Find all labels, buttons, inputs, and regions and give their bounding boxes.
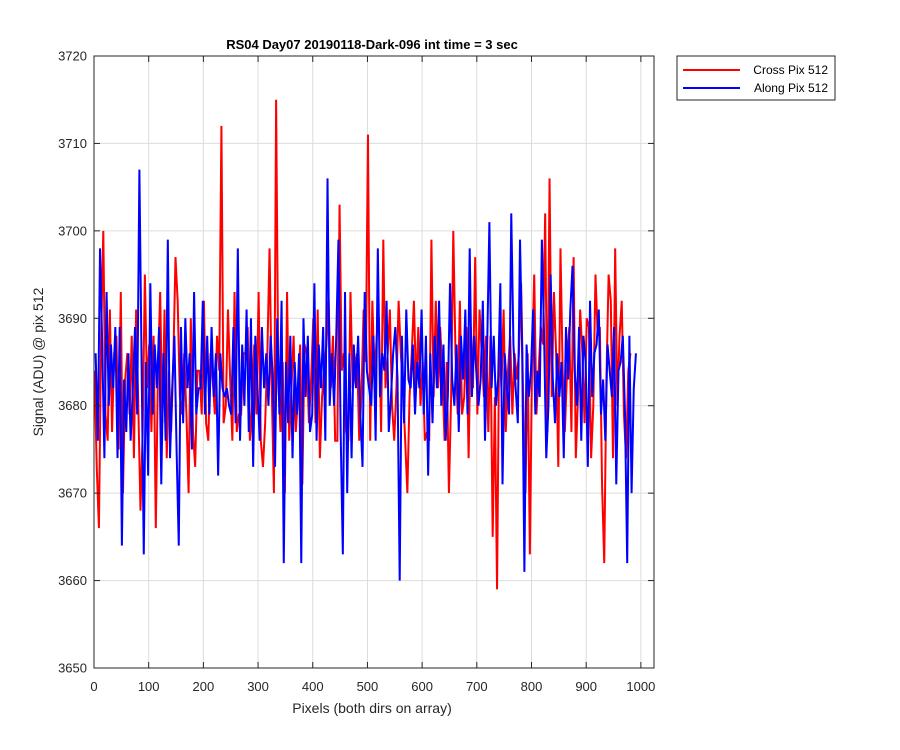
legend-label-cross: Cross Pix 512 bbox=[753, 63, 828, 77]
x-tick-label: 200 bbox=[193, 679, 215, 694]
y-tick-labels: 3650 3660 3670 3680 3690 3700 3710 3720 bbox=[58, 49, 87, 676]
legend: Cross Pix 512 Along Pix 512 bbox=[676, 55, 836, 101]
series-line-along bbox=[94, 169, 637, 581]
x-tick-label: 0 bbox=[90, 679, 97, 694]
y-axis-label: Signal (ADU) @ pix 512 bbox=[30, 287, 46, 436]
x-tick-label: 800 bbox=[521, 679, 543, 694]
x-axis-label: Pixels (both dirs on array) bbox=[292, 700, 452, 716]
y-tick-label: 3670 bbox=[58, 486, 87, 501]
y-tick-label: 3700 bbox=[58, 223, 87, 238]
x-tick-labels: 0 100 200 300 400 500 600 700 800 900 1000 bbox=[90, 679, 655, 694]
x-tick-label: 100 bbox=[138, 679, 160, 694]
x-tick-label: 400 bbox=[302, 679, 324, 694]
axes-box bbox=[93, 55, 655, 669]
y-tick-label: 3650 bbox=[58, 661, 87, 676]
x-tick-label: 700 bbox=[466, 679, 488, 694]
y-tick-label: 3710 bbox=[58, 136, 87, 151]
x-tick-label: 600 bbox=[411, 679, 433, 694]
chart-title: RS04 Day07 20190118-Dark-096 int time = … bbox=[226, 37, 518, 52]
y-tick-label: 3690 bbox=[58, 311, 87, 326]
x-tick-label: 500 bbox=[357, 679, 379, 694]
x-tick-label: 1000 bbox=[626, 679, 655, 694]
axes bbox=[93, 55, 655, 669]
y-tick-label: 3680 bbox=[58, 398, 87, 413]
x-tick-label: 900 bbox=[575, 679, 597, 694]
series-layer bbox=[94, 99, 637, 590]
x-tick-label: 300 bbox=[247, 679, 269, 694]
y-tick-label: 3720 bbox=[58, 49, 87, 64]
legend-label-along: Along Pix 512 bbox=[754, 81, 828, 95]
legend-box bbox=[676, 55, 836, 101]
y-tick-label: 3660 bbox=[58, 573, 87, 588]
